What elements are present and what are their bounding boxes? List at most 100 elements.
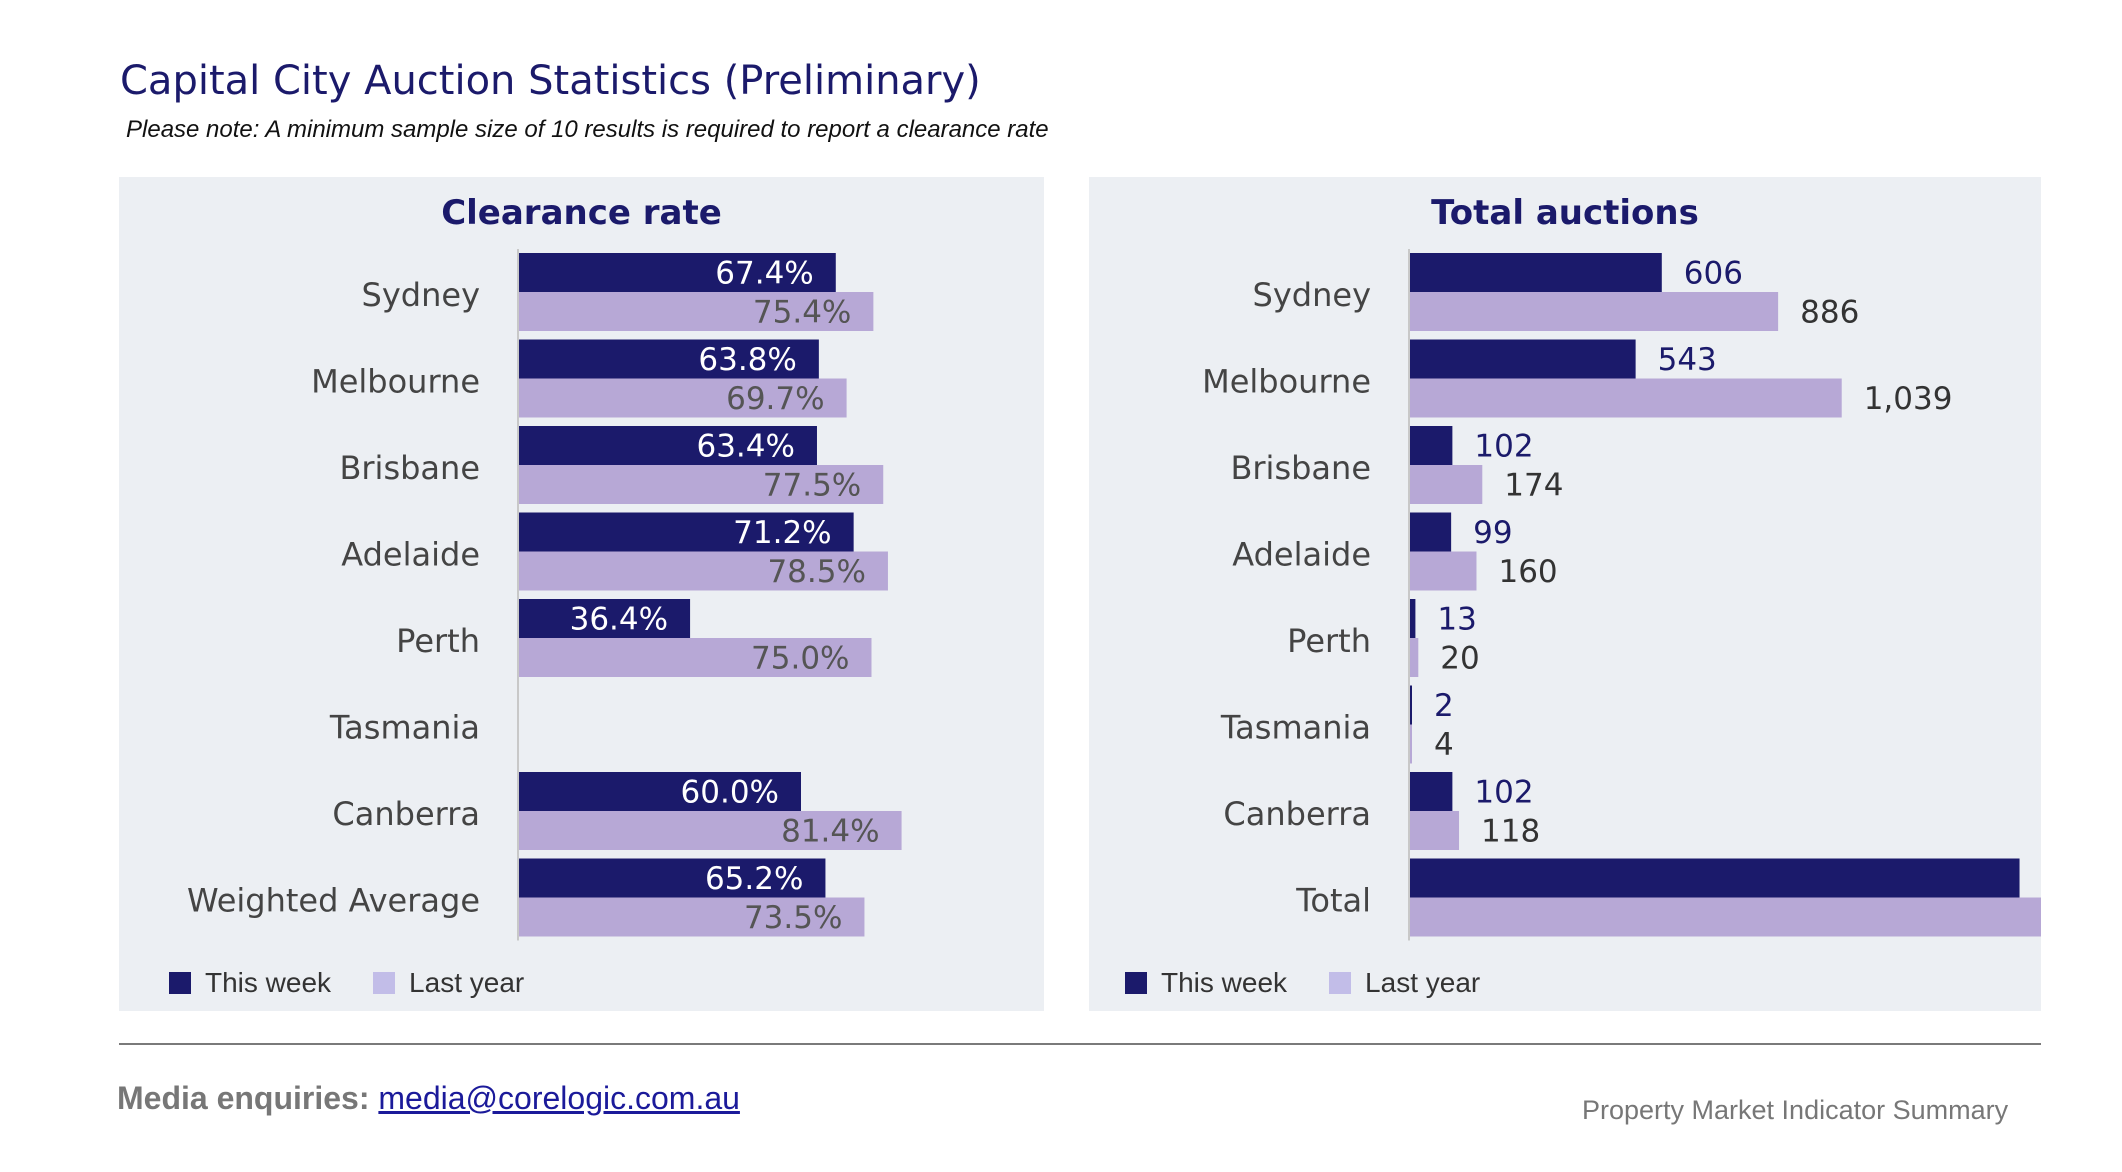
bar-this-week-tasmania [1410, 685, 1412, 725]
category-label-tasmania: Tasmania [1220, 709, 1371, 747]
category-label-melbourne: Melbourne [311, 363, 480, 401]
bar-this-week-adelaide [1410, 512, 1452, 552]
category-label-sydney: Sydney [1253, 276, 1371, 314]
bar-last-year-brisbane [1410, 465, 1483, 504]
legend-last-year: Last year [1329, 967, 1480, 999]
clearance-rate-chart: Sydney 67.4%75.4% Melbourne 63.8%69.7% Brisb… [187, 249, 902, 941]
legend-swatch-last-year [373, 972, 396, 994]
sample-size-note: Please note: A minimum sample size of 10… [126, 116, 1049, 143]
data-label-this-week-brisbane: 63.4% [696, 429, 794, 465]
data-label-this-week-weighted-average: 65.2% [705, 861, 803, 897]
category-label-adelaide: Adelaide [341, 536, 480, 574]
clearance-rate-panel: Clearance rate Sydney 67.4% 75.4% Melbourne… [119, 177, 1044, 1011]
bar-this-week-perth [519, 599, 691, 638]
bar-this-week-total [1410, 858, 2020, 898]
legend-this-week: This week [169, 967, 331, 999]
bar-last-year-weighted-average [519, 897, 865, 937]
bar-last-year-total [1410, 897, 2041, 937]
bar-this-week-perth [1410, 599, 1416, 638]
data-label-this-week-perth: 13 [1437, 602, 1476, 638]
bar-last-year-melbourne [1410, 378, 1842, 418]
data-label-last-year-perth: 75.0% [751, 641, 849, 677]
bar-this-week-brisbane [1410, 426, 1453, 465]
data-label-last-year-weighted-average: 73.5% [744, 900, 842, 936]
page-title: Capital City Auction Statistics (Prelimi… [120, 58, 981, 104]
media-email-link[interactable]: media@corelogic.com.au [378, 1080, 740, 1116]
data-label-this-week-tasmania: 2 [1434, 688, 1454, 724]
category-label-brisbane: Brisbane [1230, 449, 1371, 487]
category-label-sydney: Sydney [362, 276, 480, 314]
data-label-last-year-melbourne: 69.7% [726, 381, 824, 417]
total-auctions-chart: Sydney 606 886 Melbourne 543 1,039 Brisbane 102… [1202, 249, 2041, 941]
total-auctions-title: Total auctions [1431, 193, 1699, 233]
category-label-total: Total [1295, 882, 1371, 920]
bar-last-year-canberra [519, 811, 902, 850]
legend-swatch-last-year [1329, 972, 1352, 994]
data-label-last-year-brisbane: 174 [1504, 468, 1563, 504]
bar-last-year-brisbane [519, 465, 884, 504]
category-label-canberra: Canberra [1223, 795, 1371, 833]
legend-this-week: This week [1125, 967, 1287, 999]
category-label-perth: Perth [396, 622, 480, 660]
bar-this-week-sydney [519, 253, 836, 292]
category-label-melbourne: Melbourne [1202, 363, 1371, 401]
data-label-last-year-sydney: 886 [1800, 295, 1859, 331]
bar-this-week-canberra [1410, 772, 1453, 811]
bar-last-year-sydney [1410, 292, 1779, 331]
total-auctions-legend: This week Last year [1125, 967, 1522, 999]
data-label-last-year-tasmania: 4 [1434, 727, 1454, 763]
data-label-last-year-adelaide: 78.5% [767, 554, 865, 590]
media-label: Media enquiries: [117, 1080, 370, 1116]
data-label-this-week-perth: 36.4% [570, 602, 668, 638]
legend-label-this-week: This week [205, 967, 332, 998]
data-label-this-week-canberra: 102 [1474, 775, 1533, 811]
bar-last-year-perth [1410, 638, 1419, 677]
data-label-this-week-brisbane: 102 [1474, 429, 1533, 465]
data-label-last-year-brisbane: 77.5% [763, 468, 861, 504]
bar-last-year-tasmania [1410, 724, 1412, 764]
bar-last-year-canberra [1410, 811, 1460, 850]
bar-last-year-melbourne [519, 378, 847, 418]
legend-label-last-year: Last year [1365, 967, 1481, 998]
data-label-this-week-melbourne: 543 [1658, 342, 1717, 378]
bar-this-week-melbourne [519, 339, 819, 379]
category-label-perth: Perth [1287, 622, 1371, 660]
data-label-last-year-melbourne: 1,039 [1864, 381, 1953, 417]
clearance-rate-legend: This week Last year [169, 967, 566, 999]
data-label-this-week-sydney: 67.4% [715, 256, 813, 292]
data-label-last-year-adelaide: 160 [1498, 554, 1557, 590]
footer-divider [119, 1043, 2041, 1045]
bar-this-week-melbourne [1410, 339, 1636, 379]
category-label-brisbane: Brisbane [339, 449, 480, 487]
bar-last-year-adelaide [519, 551, 888, 591]
data-label-this-week-adelaide: 71.2% [733, 515, 831, 551]
data-label-this-week-melbourne: 63.8% [698, 342, 796, 378]
bar-this-week-adelaide [519, 512, 854, 552]
bar-this-week-weighted-average [519, 858, 826, 898]
media-enquiries: Media enquiries: media@corelogic.com.au [117, 1080, 740, 1117]
bar-this-week-brisbane [519, 426, 817, 465]
total-auctions-panel: Total auctions Sydney 606 886 Melbourne 543 1… [1089, 177, 2041, 1011]
category-label-adelaide: Adelaide [1232, 536, 1371, 574]
category-label-canberra: Canberra [332, 795, 480, 833]
legend-swatch-this-week [1125, 972, 1147, 994]
legend-label-this-week: This week [1161, 967, 1288, 998]
category-label-tasmania: Tasmania [329, 709, 480, 747]
bar-this-week-canberra [519, 772, 801, 811]
legend-label-last-year: Last year [409, 967, 525, 998]
bar-last-year-adelaide [1410, 551, 1477, 591]
data-label-last-year-canberra: 118 [1481, 814, 1540, 850]
bar-last-year-perth [519, 638, 872, 677]
data-label-last-year-perth: 20 [1440, 641, 1479, 677]
category-label-weighted-average: Weighted Average [187, 882, 480, 920]
data-label-this-week-adelaide: 99 [1473, 515, 1512, 551]
footer-report-name: Property Market Indicator Summary [1582, 1095, 2009, 1125]
bar-last-year-sydney [519, 292, 874, 331]
data-label-this-week-sydney: 606 [1684, 256, 1743, 292]
legend-swatch-this-week [169, 972, 191, 994]
bar-this-week-sydney [1410, 253, 1662, 292]
data-label-last-year-canberra: 81.4% [781, 814, 879, 850]
legend-last-year: Last year [373, 967, 524, 999]
data-label-this-week-canberra: 60.0% [681, 775, 779, 811]
clearance-rate-title: Clearance rate [441, 193, 722, 233]
